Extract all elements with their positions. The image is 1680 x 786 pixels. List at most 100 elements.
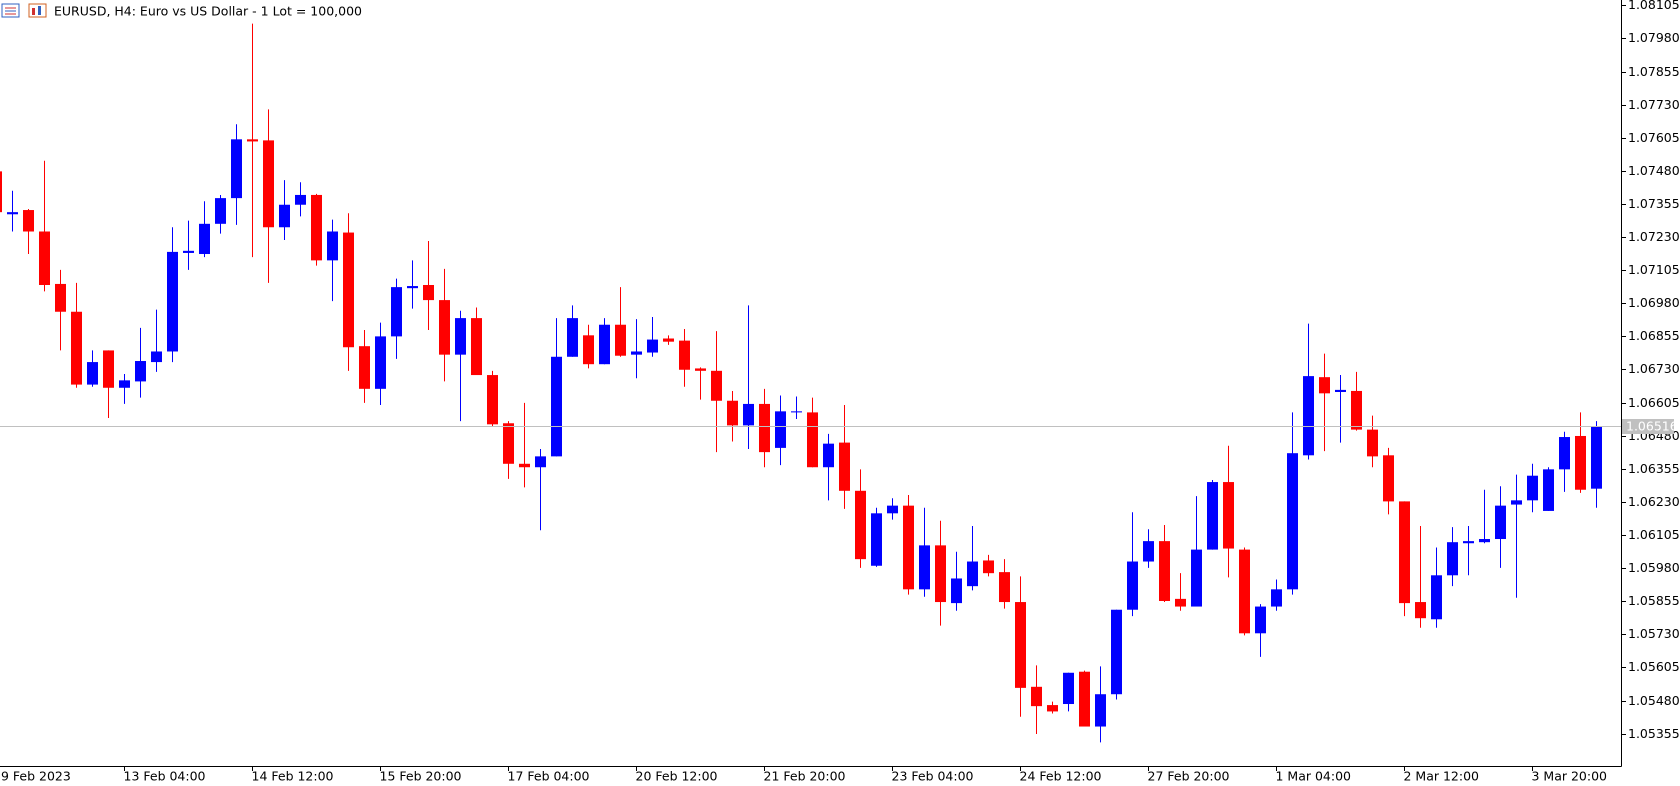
candle-body	[1287, 453, 1298, 590]
x-tick-label: 3 Mar 20:00	[1532, 769, 1608, 784]
candle-body	[935, 545, 946, 603]
plot	[0, 23, 1602, 743]
candle-body	[1127, 561, 1138, 610]
candle-body	[551, 356, 562, 457]
candle-body	[711, 370, 722, 401]
bid-label-box	[1622, 419, 1674, 434]
candle-body	[535, 456, 546, 468]
candle-body	[23, 210, 34, 232]
y-tick-label: 1.05355	[1628, 726, 1680, 741]
candle-body	[1511, 500, 1522, 505]
y-tick-label: 1.07855	[1628, 64, 1680, 79]
candle-body	[1095, 694, 1106, 727]
y-tick-label: 1.06105	[1628, 527, 1680, 542]
candle-body	[439, 300, 450, 355]
candle-body	[1319, 377, 1330, 394]
candle-body	[1143, 541, 1154, 562]
candle-body	[1047, 705, 1058, 712]
bid-label: 1.06516	[1626, 419, 1678, 434]
candle-body	[295, 194, 306, 205]
candle-body	[183, 250, 194, 253]
candle-body	[135, 361, 146, 382]
candle-body	[983, 560, 994, 574]
candle-body	[1111, 609, 1122, 695]
candle-body	[487, 375, 498, 425]
candle-body	[1463, 541, 1474, 544]
candle-body	[167, 251, 178, 352]
y-tick-label: 1.06605	[1628, 395, 1680, 410]
x-tick-label: 1 Mar 04:00	[1276, 769, 1352, 784]
x-tick-label: 15 Feb 20:00	[380, 769, 462, 784]
candle-body	[599, 324, 610, 365]
candle-body	[455, 318, 466, 355]
y-tick-label: 1.06730	[1628, 361, 1680, 376]
candle-body	[807, 412, 818, 468]
candle-body	[215, 198, 226, 224]
candle-body	[1431, 575, 1442, 620]
candle-body	[343, 232, 354, 348]
x-tick-label: 13 Feb 04:00	[124, 769, 206, 784]
candle-body	[71, 311, 82, 385]
y-tick-label: 1.06355	[1628, 461, 1680, 476]
candle-body	[263, 140, 274, 228]
candle-body	[839, 442, 850, 491]
y-tick-label: 1.07730	[1628, 97, 1680, 112]
candle-body	[855, 490, 866, 560]
candle-body	[1191, 549, 1202, 607]
candle-body	[1351, 390, 1362, 430]
candle-body	[583, 335, 594, 365]
candle-body	[679, 340, 690, 370]
candle-body	[199, 223, 210, 255]
y-tick-label: 1.06980	[1628, 295, 1680, 310]
candle-body	[887, 505, 898, 514]
y-tick-label: 1.05480	[1628, 693, 1680, 708]
icon-chart	[28, 3, 47, 18]
candle-body	[39, 231, 50, 285]
candle-body	[759, 403, 770, 453]
candle-body	[359, 346, 370, 389]
candle-body	[1159, 541, 1170, 601]
candle-body	[1175, 598, 1186, 607]
y-tick-label: 1.06855	[1628, 328, 1680, 343]
candle-body	[823, 443, 834, 468]
candle-body	[1271, 589, 1282, 607]
candle-body	[1031, 686, 1042, 707]
y-tick-label: 1.05605	[1628, 659, 1680, 674]
candle-body	[871, 513, 882, 566]
candle-body	[279, 204, 290, 228]
candle-body	[471, 318, 482, 376]
candle-body	[567, 318, 578, 357]
candle-body	[1543, 469, 1554, 511]
x-tick-label: 23 Feb 04:00	[892, 769, 974, 784]
candle-body	[1383, 455, 1394, 502]
header-icons	[1, 3, 47, 18]
x-tick-label: 21 Feb 20:00	[764, 769, 846, 784]
candle-body	[519, 463, 530, 468]
candle-body	[775, 411, 786, 448]
candle-body	[615, 324, 626, 356]
x-tick-label: 27 Feb 20:00	[1148, 769, 1230, 784]
candle-body	[55, 283, 66, 312]
candle-body	[1015, 602, 1026, 688]
y-tick-label: 1.07980	[1628, 30, 1680, 45]
x-tick-label: 14 Feb 12:00	[252, 769, 334, 784]
candle-body	[0, 171, 2, 213]
candle-body	[1255, 606, 1266, 634]
candle-body	[1415, 602, 1426, 619]
candle-body	[407, 286, 418, 289]
candle-body	[1367, 429, 1378, 457]
x-tick-label: 2 Mar 12:00	[1404, 769, 1480, 784]
candle-body	[311, 194, 322, 261]
candle-body	[631, 351, 642, 355]
candle-body	[151, 351, 162, 363]
candle-body	[967, 561, 978, 587]
candle-body	[119, 380, 130, 388]
candle-body	[1399, 501, 1410, 604]
y-tick-label: 1.05730	[1628, 626, 1680, 641]
candle-body	[231, 139, 242, 199]
candle-body	[1527, 475, 1538, 501]
candle-body	[1063, 672, 1074, 705]
x-tick-label: 9 Feb 2023	[1, 769, 71, 784]
